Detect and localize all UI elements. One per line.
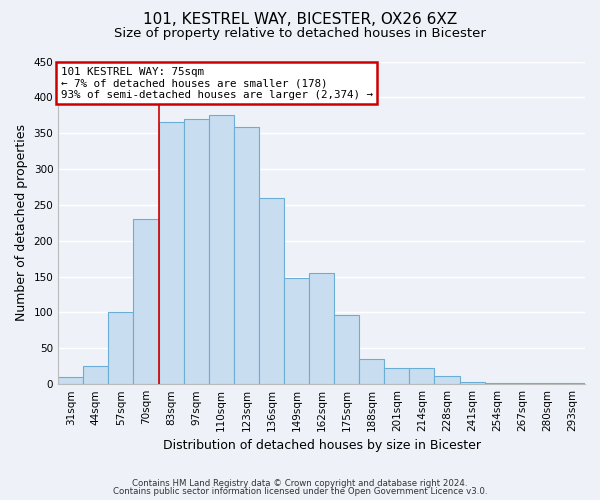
Bar bbox=[535, 382, 560, 384]
Bar bbox=[359, 359, 385, 384]
Bar bbox=[109, 312, 133, 384]
Bar bbox=[485, 382, 510, 384]
Bar bbox=[58, 377, 83, 384]
X-axis label: Distribution of detached houses by size in Bicester: Distribution of detached houses by size … bbox=[163, 440, 481, 452]
Bar bbox=[184, 119, 209, 384]
Bar bbox=[234, 128, 259, 384]
Text: Size of property relative to detached houses in Bicester: Size of property relative to detached ho… bbox=[114, 28, 486, 40]
Text: Contains HM Land Registry data © Crown copyright and database right 2024.: Contains HM Land Registry data © Crown c… bbox=[132, 478, 468, 488]
Bar bbox=[133, 220, 158, 384]
Text: Contains public sector information licensed under the Open Government Licence v3: Contains public sector information licen… bbox=[113, 487, 487, 496]
Text: 101, KESTREL WAY, BICESTER, OX26 6XZ: 101, KESTREL WAY, BICESTER, OX26 6XZ bbox=[143, 12, 457, 28]
Bar bbox=[158, 122, 184, 384]
Bar bbox=[510, 382, 535, 384]
Bar bbox=[434, 376, 460, 384]
Bar bbox=[460, 382, 485, 384]
Bar bbox=[309, 273, 334, 384]
Bar bbox=[409, 368, 434, 384]
Y-axis label: Number of detached properties: Number of detached properties bbox=[15, 124, 28, 322]
Text: 101 KESTREL WAY: 75sqm
← 7% of detached houses are smaller (178)
93% of semi-det: 101 KESTREL WAY: 75sqm ← 7% of detached … bbox=[61, 66, 373, 100]
Bar bbox=[259, 198, 284, 384]
Bar bbox=[334, 316, 359, 384]
Bar bbox=[284, 278, 309, 384]
Bar bbox=[83, 366, 109, 384]
Bar bbox=[385, 368, 409, 384]
Bar bbox=[209, 116, 234, 384]
